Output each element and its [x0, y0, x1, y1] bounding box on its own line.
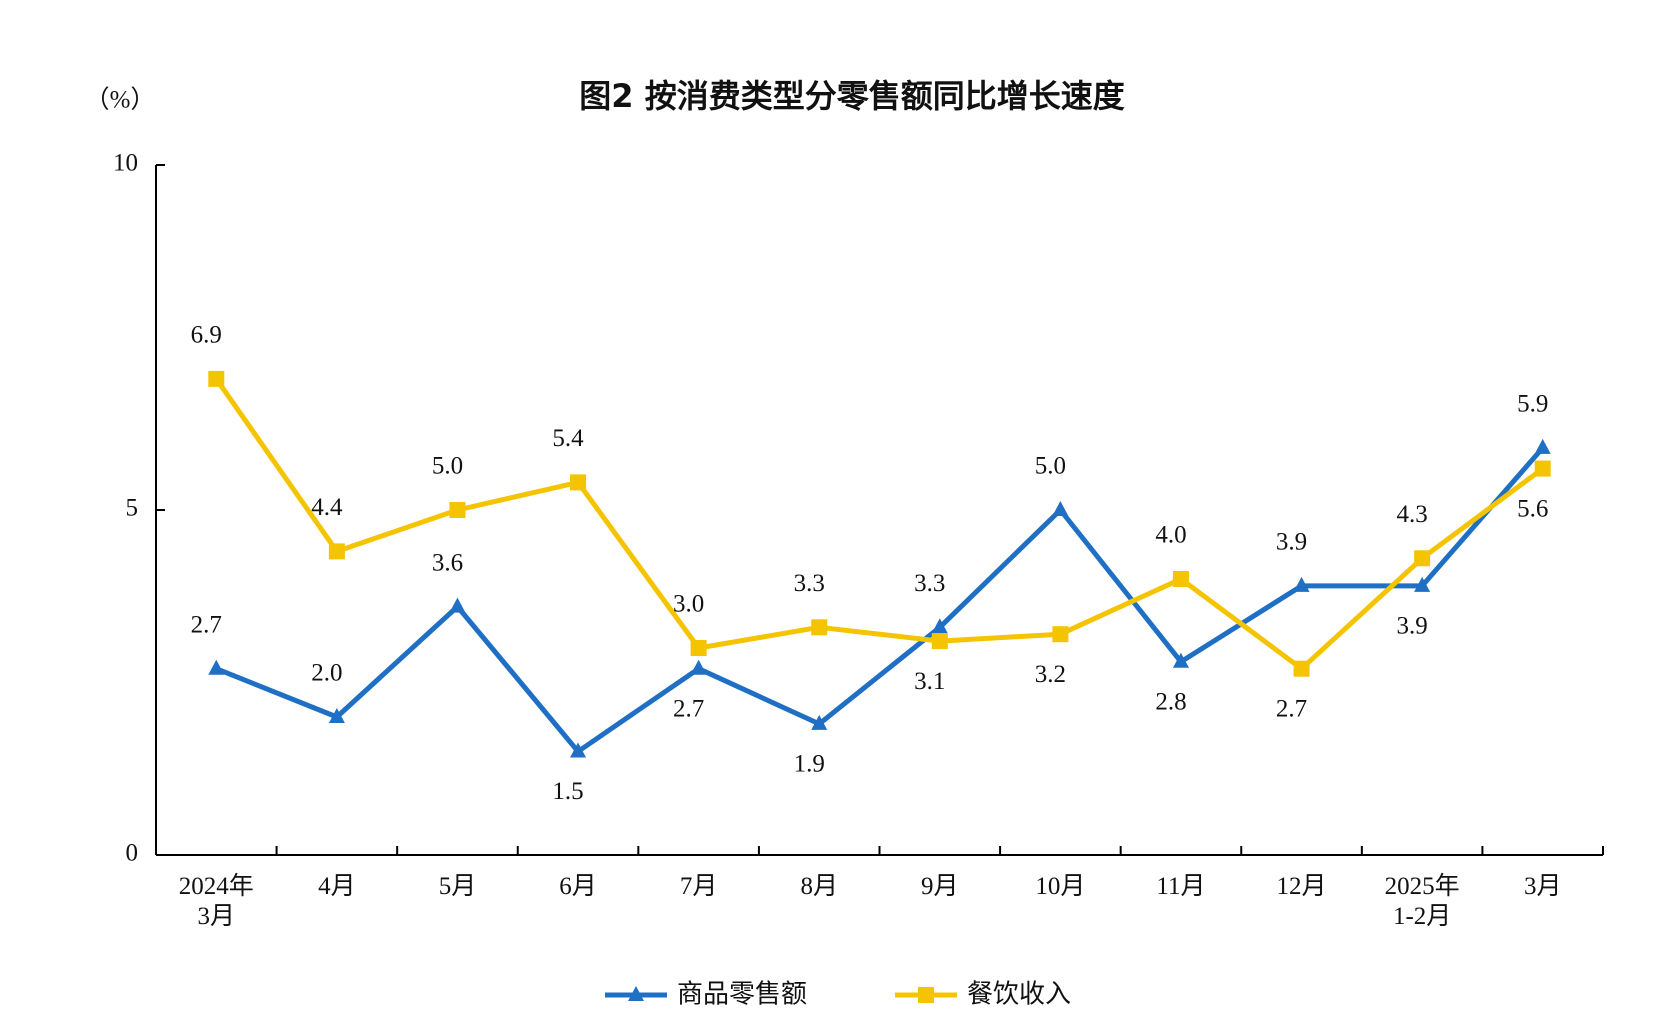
data-label: 3.3 — [794, 570, 825, 597]
data-point — [931, 633, 948, 650]
data-point — [1052, 501, 1069, 516]
data-label: 2.8 — [1155, 689, 1186, 716]
x-tick-label: 3月 — [1524, 873, 1562, 900]
data-label: 6.9 — [191, 322, 222, 349]
data-label: 5.9 — [1517, 391, 1548, 418]
y-tick-label: 0 — [126, 840, 139, 867]
x-tick-label: 2025年 1-2月 — [1385, 872, 1460, 930]
x-tick-label: 5月 — [439, 873, 477, 900]
data-label: 3.6 — [432, 549, 463, 576]
y-tick-label: 10 — [113, 150, 138, 177]
x-tick-label: 7月 — [680, 873, 718, 900]
data-label: 3.0 — [673, 591, 704, 618]
x-tick-label: 2024年 3月 — [179, 872, 254, 930]
data-label: 3.9 — [1397, 613, 1428, 640]
x-tick-label: 12月 — [1277, 873, 1327, 900]
data-point — [1534, 460, 1551, 477]
data-point — [449, 502, 466, 518]
data-label: 2.7 — [1276, 695, 1307, 722]
y-tick-label: 5 — [126, 495, 139, 522]
data-label: 2.0 — [311, 660, 342, 687]
data-point — [690, 659, 707, 675]
legend-marker — [628, 986, 644, 1001]
data-point — [1414, 550, 1431, 567]
data-point — [570, 742, 587, 758]
data-point — [1414, 576, 1431, 592]
data-label: 3.3 — [914, 570, 945, 597]
legend-label: 餐饮收入 — [967, 980, 1071, 1010]
data-label: 4.4 — [311, 494, 343, 521]
data-point — [1293, 576, 1310, 592]
data-point — [208, 370, 225, 387]
data-point — [931, 618, 948, 634]
data-point — [208, 659, 225, 675]
data-label: 1.9 — [794, 751, 825, 778]
legend-label: 商品零售额 — [677, 980, 807, 1010]
data-point — [328, 708, 345, 723]
legend-marker — [918, 987, 934, 1003]
data-label: 1.5 — [552, 778, 583, 805]
x-tick-label: 9月 — [921, 873, 959, 900]
x-tick-label: 10月 — [1035, 873, 1085, 900]
data-point — [690, 640, 707, 656]
y-axis-unit: （%） — [85, 86, 156, 114]
x-tick-label: 8月 — [800, 873, 838, 900]
data-point — [811, 619, 828, 636]
chart-title: 图2 按消费类型分零售额同比增长速度 — [579, 77, 1124, 115]
data-label: 5.4 — [552, 425, 584, 452]
series-line — [215, 446, 1545, 754]
x-tick-label: 6月 — [559, 873, 597, 900]
data-point — [1534, 438, 1551, 454]
series-line — [214, 377, 1545, 672]
x-tick-label: 4月 — [318, 873, 356, 900]
data-point — [811, 714, 828, 730]
data-label: 4.3 — [1397, 501, 1428, 528]
data-point — [1052, 626, 1069, 643]
data-label: 5.0 — [1035, 453, 1066, 480]
data-label: 2.7 — [673, 695, 704, 722]
data-point — [1293, 660, 1310, 677]
data-point — [1172, 652, 1189, 668]
x-tick-label: 11月 — [1156, 873, 1205, 900]
data-label: 3.1 — [914, 668, 945, 695]
data-label: 3.9 — [1276, 529, 1307, 556]
data-point — [328, 543, 345, 560]
data-label: 5.0 — [432, 453, 463, 480]
data-label: 5.6 — [1517, 495, 1548, 522]
data-label: 4.0 — [1155, 522, 1186, 549]
data-label: 3.2 — [1035, 661, 1066, 688]
data-point — [1172, 571, 1189, 587]
data-label: 2.7 — [191, 611, 222, 638]
data-point — [570, 474, 587, 491]
data-point — [449, 597, 466, 613]
